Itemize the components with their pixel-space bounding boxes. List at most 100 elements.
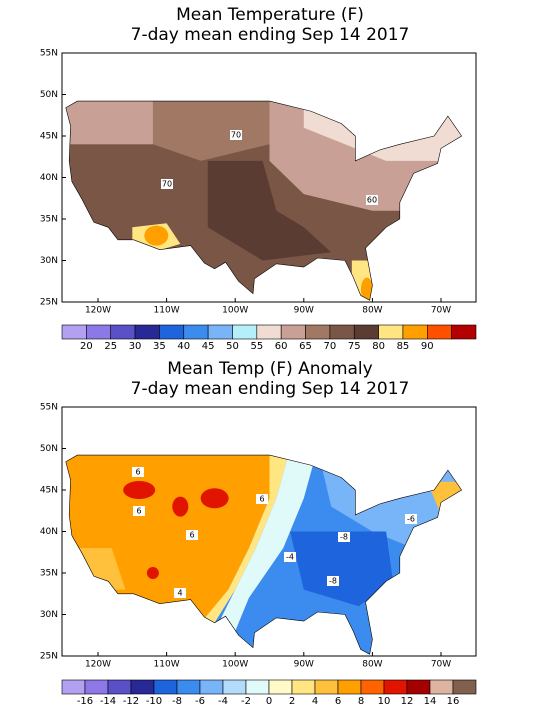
contour-label: -4 <box>286 553 294 562</box>
colorbar-box <box>280 324 306 340</box>
colorbar-box <box>406 679 431 695</box>
us-outline <box>65 100 463 301</box>
lat-label: 35N <box>40 215 58 225</box>
contour-label: -8 <box>340 533 348 542</box>
lon-label: 80W <box>362 660 382 670</box>
colorbar-label: 20 <box>80 341 93 352</box>
colorbar-box <box>84 679 109 695</box>
lat-label: 55N <box>40 403 58 413</box>
colorbar-label: -4 <box>218 696 228 707</box>
contour-label: 6 <box>259 495 264 504</box>
colorbar-box <box>176 679 201 695</box>
contour-label-bg <box>405 514 417 524</box>
colorbar-label: 75 <box>348 341 361 352</box>
colorbar-box <box>378 324 404 340</box>
colorbar-label: 12 <box>401 696 414 707</box>
contour-label-bg <box>366 195 378 205</box>
colorbar-label: 2 <box>289 696 295 707</box>
colorbar-box <box>130 679 155 695</box>
lat-label: 25N <box>40 298 58 308</box>
contour-label-bg <box>133 506 145 516</box>
colorbar-box <box>110 324 136 340</box>
colorbar-box <box>305 324 331 340</box>
colorbar-label: -8 <box>172 696 182 707</box>
colorbar-box <box>256 324 282 340</box>
colorbar-label: 25 <box>104 341 117 352</box>
us-outline <box>65 454 463 655</box>
colorbar-box <box>86 324 112 340</box>
colorbar-box <box>183 324 209 340</box>
colorbar-label: 60 <box>275 341 288 352</box>
colorbar-box <box>337 679 362 695</box>
contour-label-bg <box>132 467 144 477</box>
colorbar-box <box>429 679 454 695</box>
lon-label: 100W <box>222 306 248 316</box>
colorbar-box <box>452 679 477 695</box>
map-title: Mean Temperature (F) <box>176 5 364 25</box>
contour-label: 6 <box>189 531 194 540</box>
region <box>200 455 291 623</box>
lat-label: 40N <box>40 173 58 183</box>
colorbar-box <box>314 679 339 695</box>
lon-label: 110W <box>154 306 180 316</box>
lat-label: 45N <box>40 486 58 496</box>
lon-label: 100W <box>222 660 248 670</box>
colorbar-label: -2 <box>241 696 251 707</box>
colorbar-label: 10 <box>378 696 391 707</box>
contour-label-bg <box>256 494 268 504</box>
colorbar-label: 4 <box>312 696 318 707</box>
colorbar-box <box>153 679 178 695</box>
contour-label: 60 <box>367 196 377 205</box>
region <box>360 277 373 301</box>
region <box>290 531 393 607</box>
contour-label: 70 <box>162 180 172 189</box>
region <box>65 101 153 145</box>
lat-label: 30N <box>40 256 58 266</box>
colorbar-label: 0 <box>266 696 272 707</box>
colorbar-label: 50 <box>226 341 239 352</box>
colorbar-box <box>402 324 428 340</box>
lat-label: 30N <box>40 610 58 620</box>
contour-label: -6 <box>407 515 415 524</box>
contour-label: 6 <box>136 507 141 516</box>
colorbar-box <box>451 324 477 340</box>
colorbar-box <box>199 679 224 695</box>
colorbar-label: 40 <box>177 341 190 352</box>
colorbar-box <box>329 324 355 340</box>
colorbar-label: -12 <box>123 696 139 707</box>
lon-label: 70W <box>431 306 451 316</box>
colorbar-label: 16 <box>447 696 460 707</box>
lat-label: 35N <box>40 569 58 579</box>
colorbar-box <box>107 679 132 695</box>
contour-label-bg <box>284 552 296 562</box>
colorbar-box <box>159 324 185 340</box>
colorbar-box <box>134 324 160 340</box>
contour-label: 6 <box>135 468 140 477</box>
colorbar-label: 70 <box>324 341 337 352</box>
colorbar-label: 30 <box>129 341 142 352</box>
lon-label: 70W <box>431 660 451 670</box>
colorbar-box <box>222 679 247 695</box>
lat-label: 40N <box>40 527 58 537</box>
contour-label-bg <box>338 532 350 542</box>
colorbar-label: 65 <box>299 341 312 352</box>
contour-label-bg <box>327 576 339 586</box>
colorbar-box <box>268 679 293 695</box>
colorbar-box <box>426 324 452 340</box>
colorbar-label: 6 <box>335 696 341 707</box>
region <box>123 481 156 499</box>
map-subtitle: 7-day mean ending Sep 14 2017 <box>131 25 410 45</box>
lat-label: 50N <box>40 444 58 454</box>
colorbar-label: 85 <box>397 341 410 352</box>
region <box>144 225 169 246</box>
lon-label: 80W <box>362 306 382 316</box>
lon-label: 120W <box>85 660 111 670</box>
region <box>214 455 318 632</box>
colorbar-box <box>353 324 379 340</box>
contour-label-bg <box>186 530 198 540</box>
lat-label: 55N <box>40 49 58 59</box>
contour-label-bg <box>174 588 186 598</box>
colorbar-label: 90 <box>421 341 434 352</box>
colorbar-label: -14 <box>100 696 116 707</box>
